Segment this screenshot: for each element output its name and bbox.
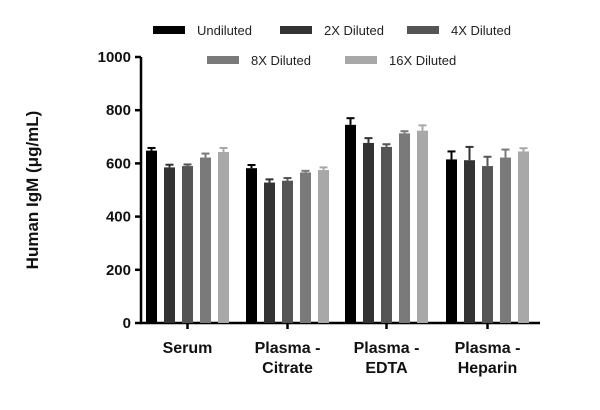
bar	[218, 151, 229, 323]
legend-swatch	[280, 26, 312, 34]
x-tick-label: Plasma -	[255, 340, 321, 357]
legend-label: 2X Diluted	[324, 23, 384, 38]
legend: Undiluted 2X Diluted 4X Diluted 8X Diluted 1…	[153, 23, 511, 68]
bars	[146, 117, 529, 323]
x-tick-label: Plasma -	[455, 340, 521, 357]
legend-swatch	[407, 26, 439, 34]
bar	[146, 150, 157, 323]
bar	[399, 133, 410, 323]
legend-swatch	[345, 56, 377, 64]
bar	[518, 151, 529, 323]
bar	[482, 166, 493, 323]
y-tick-label: 400	[106, 209, 131, 226]
x-axis: Serum Plasma - Citrate Plasma - EDTA Plasma -…	[140, 321, 540, 377]
y-tick-label: 800	[106, 102, 131, 119]
y-tick-label: 1000	[98, 49, 131, 66]
bar	[381, 146, 392, 323]
legend-swatch	[153, 26, 185, 34]
legend-label: 8X Diluted	[251, 53, 311, 68]
bar	[464, 160, 475, 323]
x-tick-label: EDTA	[365, 360, 408, 377]
bar	[300, 172, 311, 323]
bar	[182, 166, 193, 323]
y-axis: 0 200 400 600 800 1000	[98, 49, 143, 332]
bar	[200, 157, 211, 323]
bar	[345, 124, 356, 323]
x-tick-label: Citrate	[262, 360, 313, 377]
bar	[500, 157, 511, 323]
x-tick-label: Plasma -	[354, 340, 420, 357]
bar	[318, 170, 329, 323]
x-tick-label: Serum	[163, 340, 213, 357]
legend-swatch	[207, 56, 239, 64]
y-tick-label: 600	[106, 155, 131, 172]
bar	[363, 142, 374, 323]
y-tick-label: 0	[123, 315, 131, 332]
bar	[446, 159, 457, 323]
legend-label: 4X Diluted	[451, 23, 511, 38]
bar	[164, 167, 175, 323]
x-tick-label: Heparin	[458, 360, 518, 377]
legend-label: 16X Diluted	[389, 53, 456, 68]
bar	[282, 180, 293, 323]
y-tick-label: 200	[106, 262, 131, 279]
bar	[417, 130, 428, 323]
bar	[246, 168, 257, 323]
legend-label: Undiluted	[197, 23, 252, 38]
y-axis-label: Human IgM (μg/mL)	[23, 111, 42, 270]
bar	[264, 182, 275, 323]
